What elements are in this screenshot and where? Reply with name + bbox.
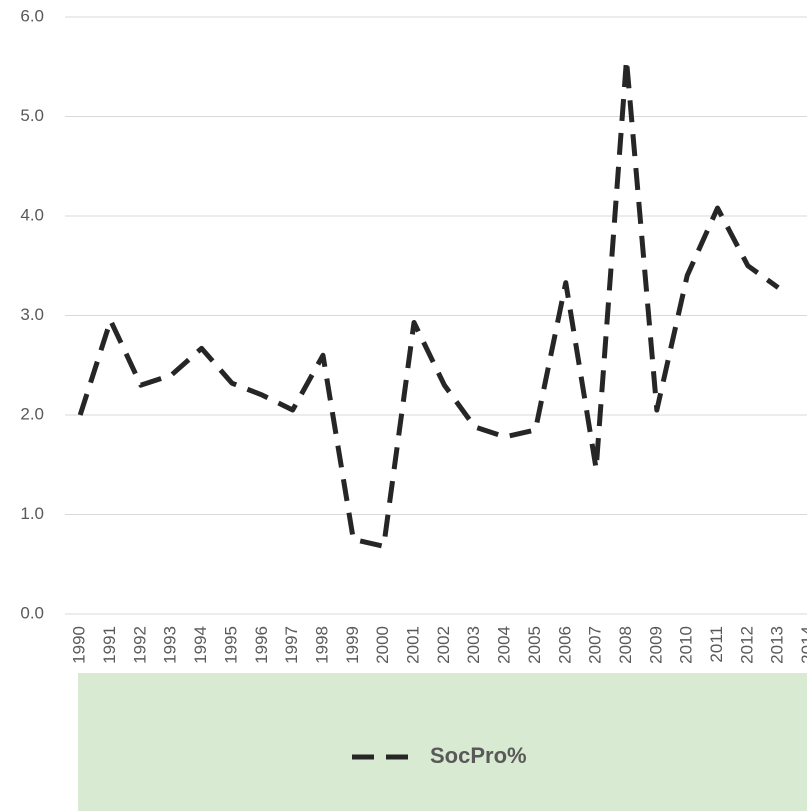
y-tick-label: 1.0 [20, 504, 44, 523]
x-tick-label: 1993 [161, 626, 180, 664]
x-tick-label: 2010 [677, 626, 696, 664]
x-tick-label: 1990 [70, 626, 89, 664]
x-tick-label: 1998 [312, 626, 331, 664]
x-tick-label: 2008 [616, 626, 635, 664]
legend-label: SocPro% [430, 743, 527, 768]
x-tick-label: 2012 [737, 626, 756, 664]
y-tick-label: 2.0 [20, 404, 44, 423]
x-tick-label: 1999 [343, 626, 362, 664]
x-tick-label: 2005 [525, 626, 544, 664]
x-tick-label: 2004 [495, 626, 514, 664]
x-tick-label: 2007 [586, 626, 605, 664]
legend-box [78, 673, 807, 811]
x-tick-label: 2003 [464, 626, 483, 664]
x-tick-label: 1996 [252, 626, 271, 664]
x-tick-label: 1994 [191, 626, 210, 664]
y-tick-label: 5.0 [20, 106, 44, 125]
x-tick-label: 1992 [130, 626, 149, 664]
x-tick-label: 2006 [555, 626, 574, 664]
x-tick-label: 2009 [646, 626, 665, 664]
x-tick-label: 2013 [768, 626, 787, 664]
y-tick-label: 6.0 [20, 6, 44, 25]
x-tick-label: 2002 [434, 626, 453, 664]
y-tick-label: 0.0 [20, 603, 44, 622]
x-tick-label: 2001 [404, 626, 423, 664]
x-tick-label: 2011 [707, 626, 726, 663]
data-line [77, 57, 780, 549]
y-tick-label: 3.0 [20, 305, 44, 324]
x-tick-label: 2000 [373, 626, 392, 664]
x-tick-label: 1995 [221, 626, 240, 664]
x-tick-label: 1991 [100, 626, 119, 664]
x-tick-label: 1997 [282, 626, 301, 664]
y-tick-label: 4.0 [20, 205, 44, 224]
x-tick-label: 2014 [798, 626, 807, 664]
